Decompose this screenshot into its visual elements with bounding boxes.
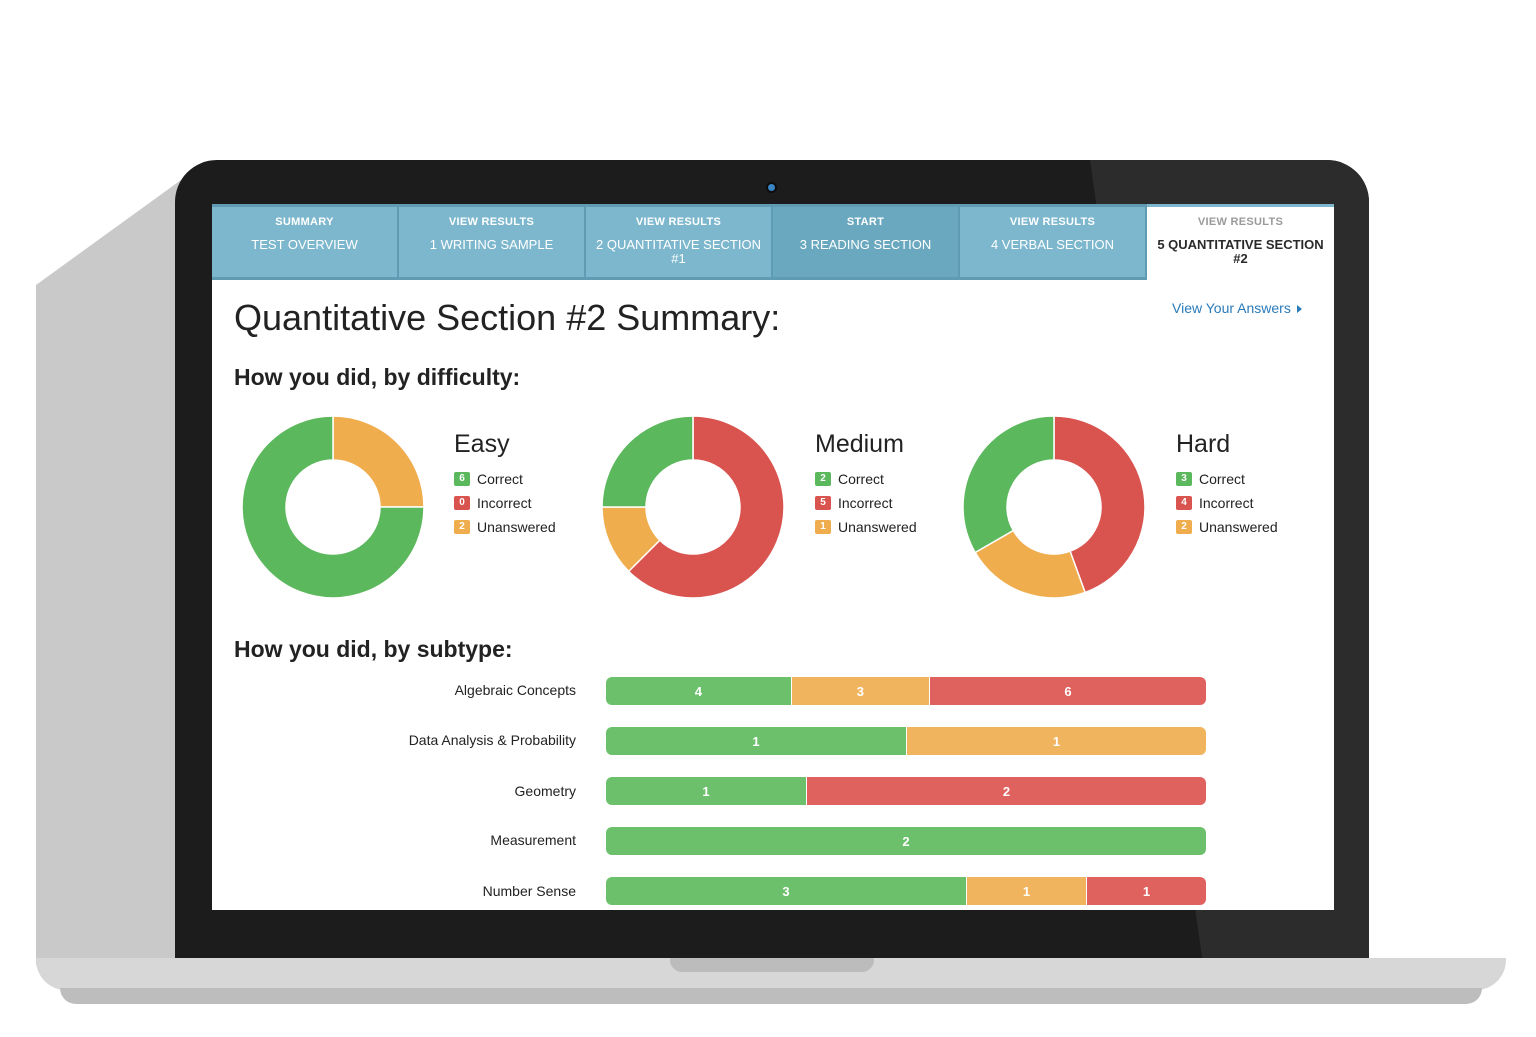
page-title: Quantitative Section #2 Summary: [234, 297, 781, 338]
tab-label: 4 VERBAL SECTION [990, 237, 1115, 252]
bar-segment-correct: 4 [606, 677, 791, 705]
subtype-heading: How you did, by subtype: [234, 636, 513, 662]
donut-easy [242, 416, 424, 598]
legend-hard: Hard 3 Correct 4 Incorrect 2 Unanswered [1176, 430, 1278, 539]
legend-row-correct: 6 Correct [454, 467, 556, 491]
donut-slice-unanswered [332, 416, 424, 508]
subtype-bar-measurement: 2 [606, 827, 1206, 855]
bar-segment-incorrect: 1 [1086, 877, 1206, 905]
laptop-base-bottom [60, 988, 1482, 1004]
tab-label: 5 QUANTITATIVE SECTION #2 [1157, 237, 1324, 266]
subtype-label: Algebraic Concepts [454, 682, 576, 698]
legend-label: Incorrect [838, 495, 893, 511]
bar-segment-correct: 1 [606, 777, 806, 805]
legend-row-correct: 3 Correct [1176, 467, 1278, 491]
incorrect-count: 0 [454, 496, 470, 510]
legend-row-incorrect: 0 Incorrect [454, 491, 556, 515]
legend-label: Correct [1199, 471, 1245, 487]
bar-segment-incorrect: 6 [929, 677, 1206, 705]
legend-label: Unanswered [1199, 519, 1278, 535]
tab-kicker: START [846, 216, 885, 228]
legend-label: Unanswered [838, 519, 917, 535]
legend-easy: Easy 6 Correct 0 Incorrect 2 Unanswered [454, 430, 556, 539]
donut-slice-incorrect [1053, 416, 1145, 594]
laptop-shadow-top [36, 180, 181, 285]
tab-test-overview[interactable]: SUMMARY TEST OVERVIEW [212, 204, 399, 280]
legend-label: Incorrect [477, 495, 532, 511]
legend-row-incorrect: 5 Incorrect [815, 491, 917, 515]
tab-kicker: VIEW RESULTS [1197, 216, 1284, 228]
subtype-label: Measurement [490, 832, 576, 848]
donut-slice-incorrect [627, 416, 784, 598]
legend-medium: Medium 2 Correct 5 Incorrect 1 Unanswered [815, 430, 917, 539]
tab-kicker: SUMMARY [275, 216, 334, 228]
view-answers-label: View Your Answers [1172, 300, 1291, 316]
legend-title: Easy [454, 430, 510, 458]
legend-label: Unanswered [477, 519, 556, 535]
tab-reading-section[interactable]: START 3 READING SECTION [773, 204, 960, 280]
tab-label: 3 READING SECTION [799, 237, 932, 252]
tab-quantitative-section-2[interactable]: VIEW RESULTS 5 QUANTITATIVE SECTION #2 [1147, 204, 1334, 280]
caret-right-icon [1296, 305, 1302, 313]
difficulty-heading: How you did, by difficulty: [234, 364, 521, 390]
view-answers-link[interactable]: View Your Answers [1172, 300, 1302, 316]
subtype-label: Geometry [514, 783, 576, 799]
bar-segment-incorrect: 2 [806, 777, 1206, 805]
donut-slice-unanswered [602, 506, 661, 573]
donut-medium [602, 416, 784, 598]
correct-count: 6 [454, 472, 470, 486]
laptop-shadow [36, 285, 181, 965]
legend-row-unanswered: 2 Unanswered [454, 515, 556, 539]
donut-slice-correct [963, 416, 1055, 554]
legend-title: Medium [815, 430, 904, 458]
unanswered-count: 2 [1176, 520, 1192, 534]
webcam-icon [768, 184, 775, 191]
legend-label: Incorrect [1199, 495, 1254, 511]
tab-kicker: VIEW RESULTS [1009, 216, 1096, 228]
tab-kicker: VIEW RESULTS [635, 216, 722, 228]
donut-slice-correct [242, 416, 424, 598]
correct-count: 3 [1176, 472, 1192, 486]
legend-row-correct: 2 Correct [815, 467, 917, 491]
bar-segment-unanswered: 1 [906, 727, 1206, 755]
incorrect-count: 5 [815, 496, 831, 510]
legend-row-incorrect: 4 Incorrect [1176, 491, 1278, 515]
tab-label: 2 QUANTITATIVE SECTION #1 [596, 237, 761, 266]
legend-row-unanswered: 2 Unanswered [1176, 515, 1278, 539]
tab-writing-sample[interactable]: VIEW RESULTS 1 WRITING SAMPLE [399, 204, 586, 280]
unanswered-count: 2 [454, 520, 470, 534]
bar-segment-unanswered: 1 [966, 877, 1086, 905]
bar-segment-unanswered: 3 [790, 677, 930, 705]
donut-hard [963, 416, 1145, 598]
laptop-base-notch [670, 958, 874, 972]
section-tabs: SUMMARY TEST OVERVIEW VIEW RESULTS 1 WRI… [212, 204, 1334, 280]
tab-kicker: VIEW RESULTS [448, 216, 535, 228]
legend-label: Correct [838, 471, 884, 487]
tab-verbal-section[interactable]: VIEW RESULTS 4 VERBAL SECTION [960, 204, 1147, 280]
correct-count: 2 [815, 472, 831, 486]
legend-title: Hard [1176, 430, 1231, 458]
incorrect-count: 4 [1176, 496, 1192, 510]
subtype-label: Data Analysis & Probability [408, 732, 576, 748]
bar-segment-correct: 3 [606, 877, 966, 905]
legend-row-unanswered: 1 Unanswered [815, 515, 917, 539]
tab-label: TEST OVERVIEW [251, 237, 358, 252]
subtype-label: Number Sense [482, 883, 576, 899]
donut-slice-correct [602, 416, 694, 508]
tab-label: 1 WRITING SAMPLE [429, 237, 554, 252]
bar-segment-correct: 1 [606, 727, 906, 755]
tab-quantitative-section-1[interactable]: VIEW RESULTS 2 QUANTITATIVE SECTION #1 [586, 204, 773, 280]
screen: SUMMARY TEST OVERVIEW VIEW RESULTS 1 WRI… [212, 204, 1334, 910]
bar-segment-correct: 2 [606, 827, 1206, 855]
legend-label: Correct [477, 471, 523, 487]
unanswered-count: 1 [815, 520, 831, 534]
